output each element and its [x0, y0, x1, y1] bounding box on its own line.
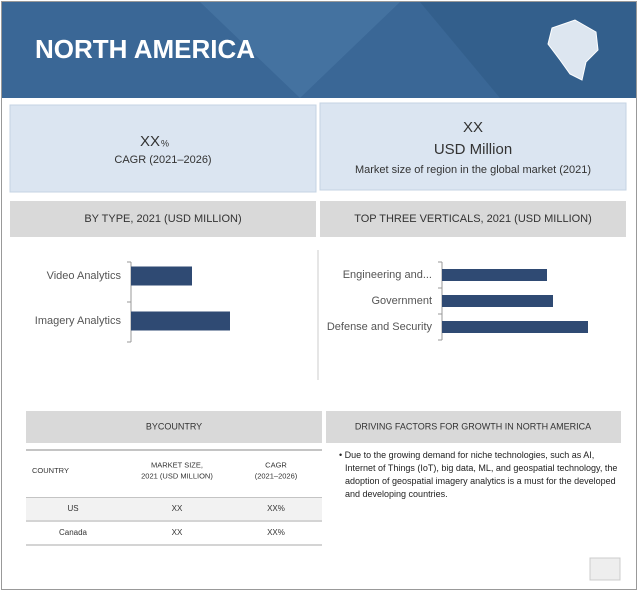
bar — [442, 321, 588, 333]
table-row — [26, 522, 322, 544]
table-cell: XX — [172, 528, 183, 537]
category-label: Imagery Analytics — [35, 315, 122, 327]
banner-shape — [200, 2, 400, 98]
category-label: Government — [371, 295, 432, 307]
section-header — [320, 201, 626, 237]
bar — [442, 269, 547, 281]
kpi-label: Market size of region in the global mark… — [355, 164, 591, 176]
kpi-box — [9, 104, 317, 193]
table-cell: Canada — [59, 528, 88, 537]
bullet: Due to the growing demand for niche tech… — [344, 450, 618, 499]
column-header: COUNTRY — [32, 466, 69, 475]
column-header: CAGR — [265, 460, 287, 469]
bar — [131, 266, 192, 286]
section-title: DRIVING FACTORS FOR GROWTH IN NORTH AMER… — [355, 421, 591, 431]
logo-icon — [589, 557, 621, 581]
kpi-unit: USD Million — [434, 141, 512, 158]
column-header: MARKET SIZE, — [151, 460, 203, 469]
kpi-value: XX — [463, 119, 483, 136]
table-row — [26, 498, 322, 520]
bar — [442, 295, 553, 307]
kpi-box — [319, 102, 627, 191]
section-title: TOP THREE VERTICALS, 2021 (USD MILLION) — [354, 213, 592, 225]
section-title: BY TYPE, 2021 (USD MILLION) — [84, 213, 241, 225]
section-title: BYCOUNTRY — [146, 421, 202, 431]
map-icon — [547, 19, 599, 81]
kpi-label: CAGR (2021–2026) — [114, 154, 211, 166]
table-cell: XX% — [267, 504, 285, 513]
kpi-value: XX — [140, 133, 160, 150]
bar — [131, 311, 230, 331]
table-cell: US — [67, 504, 78, 513]
driver-text: • Due to the growing demand for niche te… — [339, 450, 618, 499]
category-label: Engineering and... — [343, 269, 432, 281]
column-header: (2021–2026) — [255, 471, 298, 480]
kpi-unit: % — [161, 138, 169, 148]
category-label: Defense and Security — [327, 321, 433, 333]
section-header — [326, 411, 621, 443]
section-header — [26, 411, 322, 443]
table-cell: XX% — [267, 528, 285, 537]
section-header — [10, 201, 316, 237]
column-header: 2021 (USD MILLION) — [141, 471, 213, 480]
table-cell: XX — [172, 504, 183, 513]
category-label: Video Analytics — [47, 270, 122, 282]
title: NORTH AMERICA — [35, 34, 255, 64]
